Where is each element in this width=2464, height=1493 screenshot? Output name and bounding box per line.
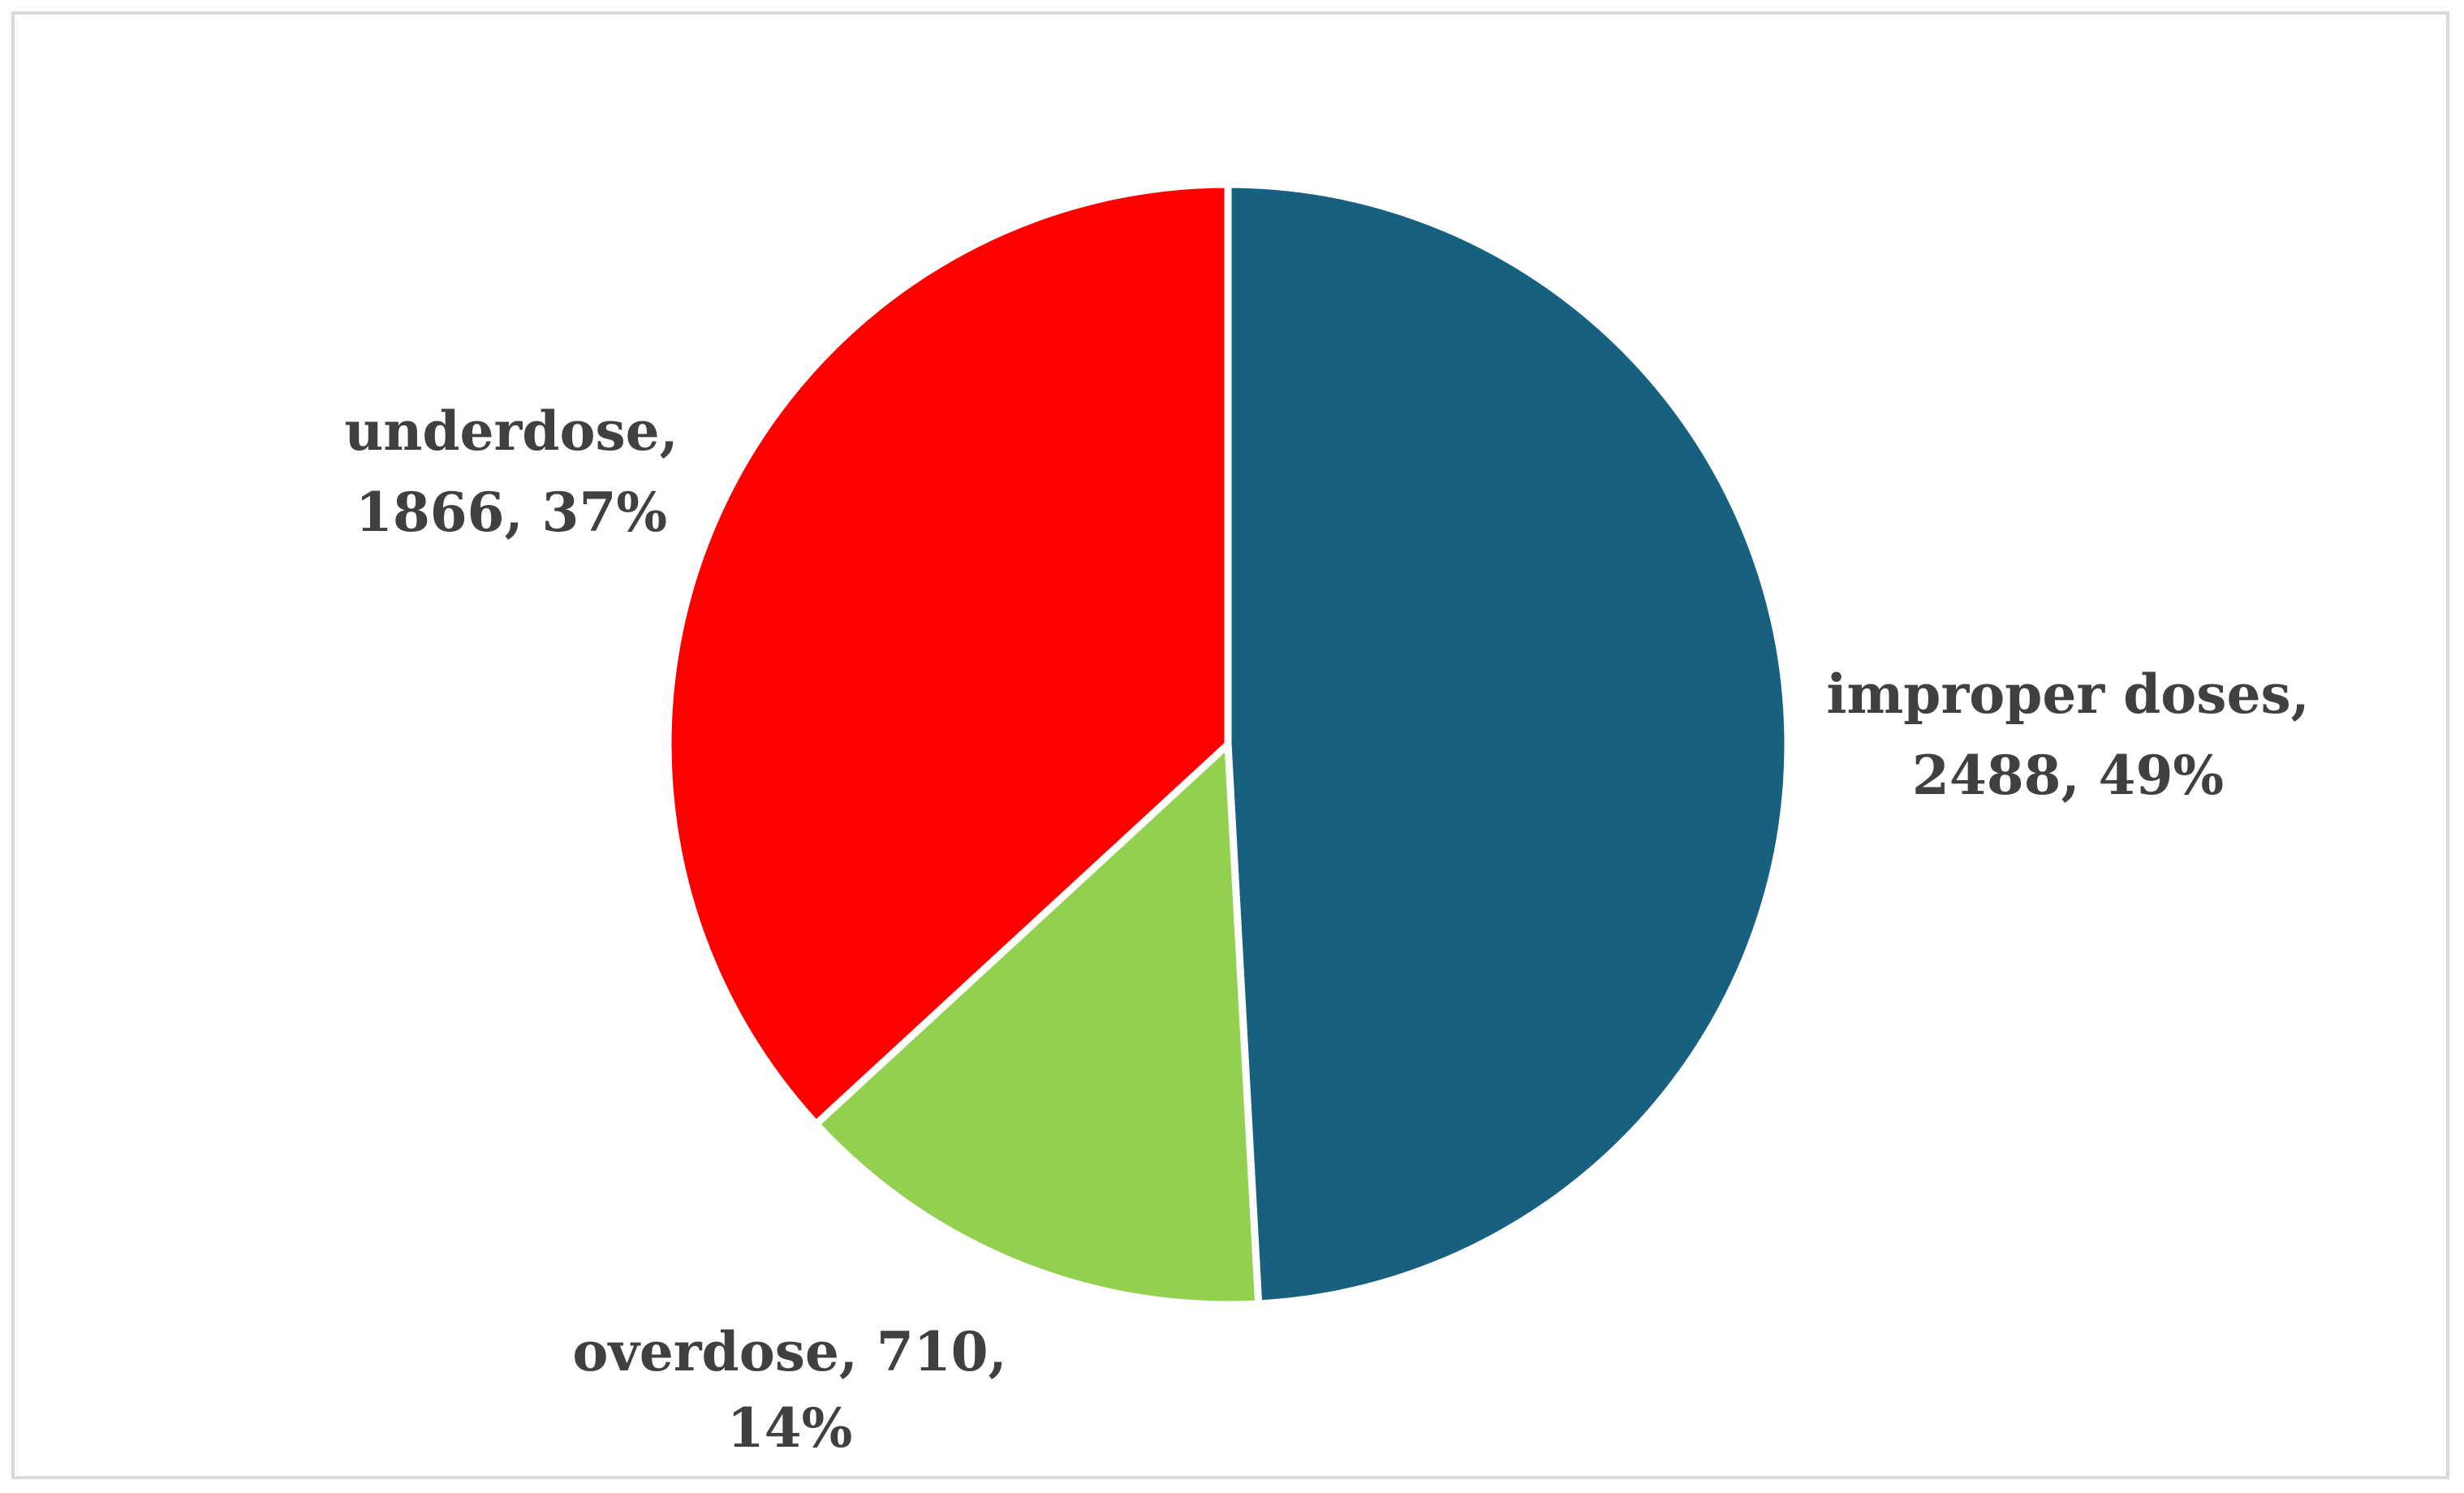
pie-slices: [664, 180, 1792, 1309]
pie-slice-improper-doses: [1224, 180, 1792, 1308]
label-underdose-line2: 1866, 37%: [355, 481, 667, 544]
label-improper-doses-line1: improper doses,: [1826, 662, 2309, 726]
label-improper-doses-line2: 2488, 49%: [1912, 744, 2224, 807]
pie-slice-overdose: [812, 740, 1263, 1309]
slice-label-improper-doses: improper doses, 2488, 49%: [1826, 662, 2309, 807]
slice-label-overdose: overdose, 710, 14%: [572, 1320, 1006, 1460]
label-overdose-line2: 14%: [727, 1396, 853, 1460]
label-underdose-line1: underdose,: [344, 399, 678, 463]
slice-label-underdose: underdose, 1866, 37%: [344, 399, 678, 544]
pie-slice-underdose: [664, 180, 1232, 1128]
label-overdose-line1: overdose, 710,: [572, 1320, 1006, 1383]
